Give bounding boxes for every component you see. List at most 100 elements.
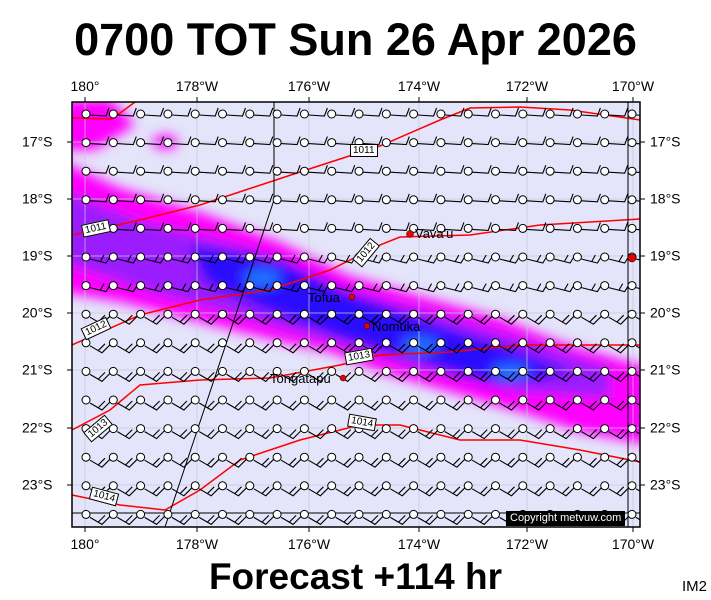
wind-barb xyxy=(327,452,357,468)
station-circle xyxy=(108,252,118,262)
station-circle xyxy=(272,195,282,205)
station-circle xyxy=(272,138,282,148)
station-circle xyxy=(518,252,528,262)
wind-barb xyxy=(409,107,438,119)
forecast-label: Forecast +114 hr xyxy=(208,556,503,597)
station-circle xyxy=(190,509,200,519)
station-circle xyxy=(163,309,173,319)
wind-barb xyxy=(436,338,466,354)
station-circle xyxy=(491,366,500,376)
wind-barb xyxy=(381,222,410,233)
station-circle xyxy=(81,195,91,205)
wind-barb xyxy=(436,481,466,497)
wind-barb xyxy=(327,509,357,526)
wind-barb xyxy=(245,193,274,205)
wind-barb xyxy=(627,424,640,435)
station-circle xyxy=(381,223,391,233)
lat-label-right: 22°S xyxy=(650,419,681,436)
wind-barb xyxy=(218,366,247,383)
wind-barb xyxy=(545,395,575,411)
station-circle xyxy=(627,138,637,148)
wind-barb xyxy=(436,452,466,468)
station-circle xyxy=(600,166,610,176)
wind-barb xyxy=(409,222,438,233)
station-circle xyxy=(600,223,610,233)
station-circle xyxy=(545,338,555,348)
wind-barb xyxy=(218,107,247,119)
wind-barb xyxy=(190,252,221,264)
station-circle xyxy=(354,338,364,348)
wind-barb xyxy=(491,107,520,119)
wind-barb xyxy=(463,509,493,526)
wind-barb xyxy=(108,452,138,468)
station-circle xyxy=(163,481,173,491)
station-circle xyxy=(272,309,282,319)
wind-barb xyxy=(163,366,193,383)
station-circle xyxy=(299,223,309,233)
wind-barb xyxy=(436,309,466,325)
wind-barb xyxy=(272,452,302,468)
station-circle xyxy=(327,195,337,205)
wind-barb xyxy=(381,366,411,383)
station-circle xyxy=(163,223,173,233)
station-circle xyxy=(272,395,282,405)
place-label-nomuka: Nomuka xyxy=(372,319,421,334)
wind-barb xyxy=(136,452,165,468)
wind-barb xyxy=(327,481,357,497)
wind-barb xyxy=(491,136,520,148)
station-circle xyxy=(163,509,173,519)
wind-barb xyxy=(572,136,601,148)
station-circle xyxy=(190,338,200,348)
lat-label-right: 17°S xyxy=(650,133,681,150)
station-circle xyxy=(463,395,473,405)
wind-barb xyxy=(518,366,548,383)
wind-barb xyxy=(572,222,601,233)
wind-barb xyxy=(218,452,247,468)
station-circle xyxy=(627,109,637,119)
station-circle xyxy=(600,366,610,376)
wind-barb xyxy=(518,222,547,233)
wind-barb xyxy=(245,222,274,233)
place-marker xyxy=(406,230,414,238)
station-circle xyxy=(381,309,391,319)
wind-barb xyxy=(81,281,112,293)
wind-barb xyxy=(190,424,220,440)
wind-barb xyxy=(327,107,356,119)
lat-label-left: 19°S xyxy=(22,247,53,264)
station-circle xyxy=(491,252,500,262)
station-circle xyxy=(354,366,364,376)
wind-barb xyxy=(108,366,138,383)
wind-barb xyxy=(190,452,220,468)
station-circle xyxy=(108,452,118,462)
station-circle xyxy=(245,338,255,348)
station-circle xyxy=(572,309,582,319)
wind-barb xyxy=(600,281,631,293)
wind-barb xyxy=(463,136,492,148)
station-circle xyxy=(572,366,582,376)
station-circle xyxy=(163,195,173,205)
station-circle xyxy=(627,395,637,405)
wind-barb xyxy=(627,309,640,321)
wind-barb xyxy=(272,509,302,526)
station-circle xyxy=(245,309,255,319)
wind-barb xyxy=(409,165,438,176)
isobar-line xyxy=(72,106,640,236)
wind-barb xyxy=(600,481,630,497)
station-circle xyxy=(436,481,446,491)
wind-barb xyxy=(108,395,138,411)
station-circle xyxy=(409,424,419,434)
wind-barb xyxy=(600,452,630,468)
wind-barb xyxy=(81,193,110,205)
wind-barb xyxy=(354,165,383,176)
station-circle xyxy=(163,281,173,291)
station-circle xyxy=(136,366,146,376)
wind-barb xyxy=(327,222,356,233)
station-circle xyxy=(381,138,391,148)
wind-barb xyxy=(491,452,520,468)
station-circle xyxy=(163,452,173,462)
wind-barb xyxy=(600,136,629,148)
wind-barb xyxy=(163,509,193,526)
wind-barb xyxy=(108,424,138,440)
place-marker xyxy=(339,374,347,382)
wind-barb xyxy=(299,165,328,176)
